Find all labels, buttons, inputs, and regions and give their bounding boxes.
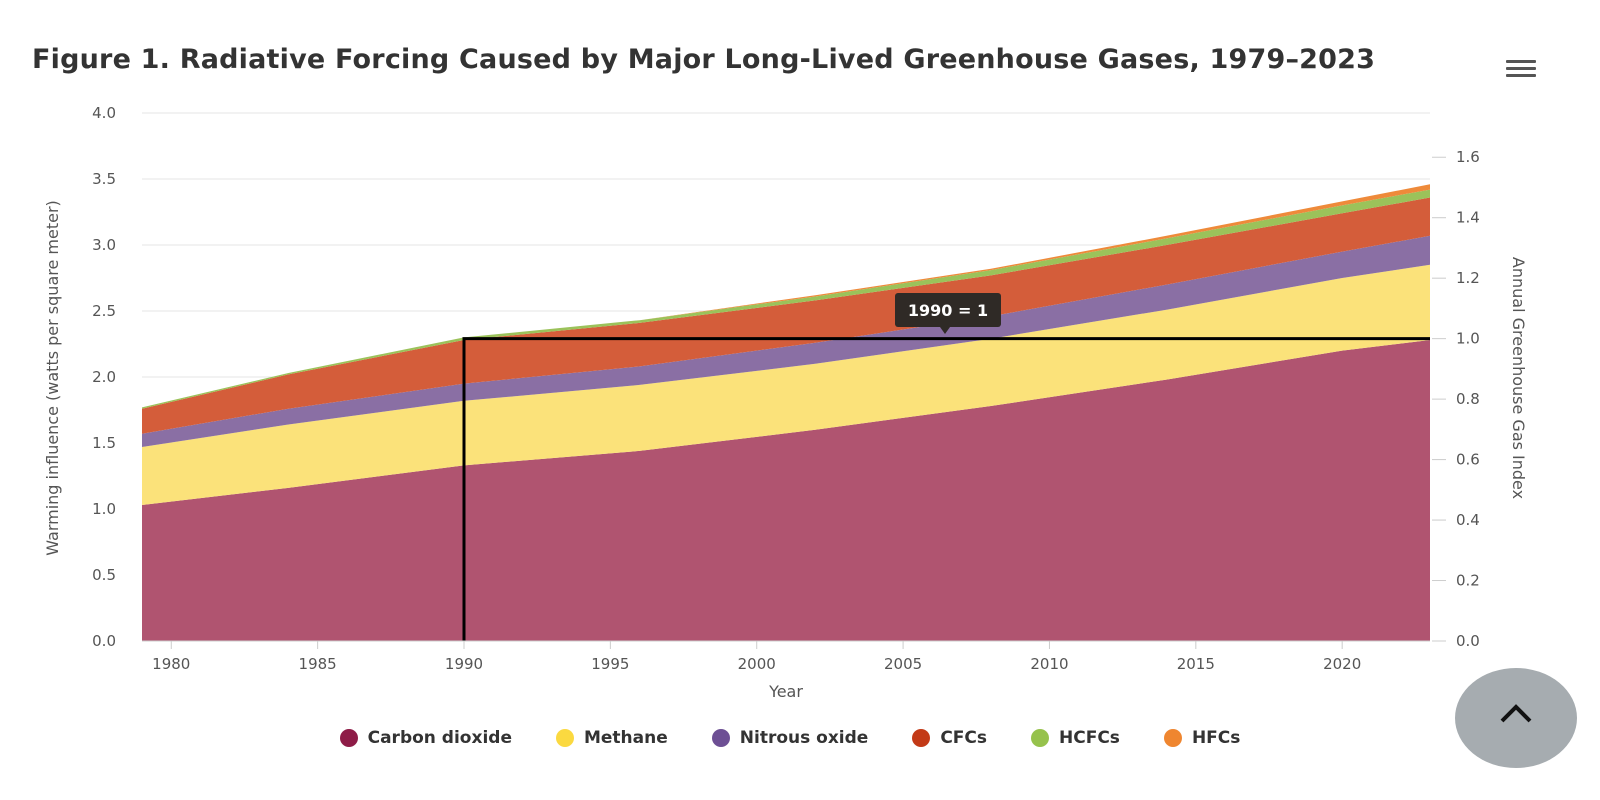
y-tick-label: 3.0 bbox=[92, 236, 116, 254]
tooltip-text: 1990 = 1 bbox=[908, 301, 988, 320]
y-tick-label: 1.0 bbox=[92, 500, 116, 518]
legend-label: HFCs bbox=[1191, 728, 1241, 748]
x-tick-label: 1990 bbox=[445, 655, 483, 673]
x-axis-title: Year bbox=[768, 682, 803, 701]
x-tick-label: 2000 bbox=[738, 655, 776, 673]
legend-item-nitrous-oxide[interactable]: Nitrous oxide bbox=[711, 728, 869, 748]
legend-swatch bbox=[555, 729, 574, 747]
legend-item-carbon-dioxide[interactable]: Carbon dioxide bbox=[339, 728, 512, 748]
legend-swatch bbox=[1163, 729, 1182, 747]
y2-tick-label: 1.0 bbox=[1456, 330, 1480, 348]
legend-label: CFCs bbox=[940, 728, 988, 748]
legend-label: Methane bbox=[583, 728, 668, 748]
legend-swatch bbox=[1031, 729, 1050, 747]
x-tick-label: 2005 bbox=[884, 655, 922, 673]
x-tick-label: 1980 bbox=[152, 655, 190, 673]
chart-title: Figure 1. Radiative Forcing Caused by Ma… bbox=[32, 44, 1376, 75]
y-tick-label: 2.5 bbox=[92, 302, 116, 320]
legend: Carbon dioxide Methane Nitrous oxide CFCs HC… bbox=[0, 728, 1580, 748]
y2-tick-label: 0.0 bbox=[1456, 632, 1480, 650]
y2-tick-label: 0.6 bbox=[1456, 451, 1480, 469]
y-tick-label: 0.5 bbox=[92, 566, 116, 584]
legend-item-hcfcs[interactable]: HCFCs bbox=[1031, 728, 1120, 748]
y-tick-label: 3.5 bbox=[92, 170, 116, 188]
y2-tick-label: 0.8 bbox=[1456, 390, 1480, 408]
y-tick-label: 0.0 bbox=[92, 632, 116, 650]
x-tick-label: 2020 bbox=[1323, 655, 1361, 673]
axis-ticks: 0.0 0.5 1.0 1.5 2.0 2.5 3.0 3.5 4.0 0.0 0.2 0.4 0.6 0… bbox=[92, 104, 1480, 673]
chevron-up-icon bbox=[1500, 704, 1532, 723]
x-tick-label: 1995 bbox=[591, 655, 629, 673]
reference-line bbox=[462, 337, 1430, 641]
legend-item-cfcs[interactable]: CFCs bbox=[912, 728, 987, 748]
x-tick-label: 2010 bbox=[1030, 655, 1068, 673]
scroll-top-button[interactable] bbox=[1455, 668, 1577, 768]
y2-tick-label: 1.2 bbox=[1456, 269, 1480, 287]
x-tick-label: 2015 bbox=[1177, 655, 1215, 673]
legend-item-methane[interactable]: Methane bbox=[555, 728, 668, 748]
legend-swatch bbox=[711, 729, 730, 747]
y-tick-label: 2.0 bbox=[92, 368, 116, 386]
x-tick-label: 1985 bbox=[299, 655, 337, 673]
legend-label: HCFCs bbox=[1059, 728, 1120, 748]
y2-tick-label: 1.6 bbox=[1456, 148, 1480, 166]
legend-swatch bbox=[339, 729, 358, 747]
hamburger-menu-icon[interactable] bbox=[1504, 56, 1538, 82]
y-tick-label: 1.5 bbox=[92, 434, 116, 452]
y2-tick-label: 0.2 bbox=[1456, 572, 1480, 590]
legend-label: Carbon dioxide bbox=[367, 728, 512, 748]
y2-tick-label: 1.4 bbox=[1456, 209, 1480, 227]
stacked-areas bbox=[142, 184, 1430, 641]
tooltip: 1990 = 1 bbox=[895, 293, 1001, 334]
y2-axis-title: Annual Greenhouse Gas Index bbox=[1509, 257, 1528, 499]
reference-line-group bbox=[462, 337, 1430, 641]
y2-tick-label: 0.4 bbox=[1456, 511, 1480, 529]
legend-swatch bbox=[912, 729, 931, 747]
legend-label: Nitrous oxide bbox=[739, 728, 869, 748]
y-tick-label: 4.0 bbox=[92, 104, 116, 122]
legend-item-hfcs[interactable]: HFCs bbox=[1163, 728, 1241, 748]
y-axis-title: Warming influence (watts per square mete… bbox=[43, 200, 62, 556]
